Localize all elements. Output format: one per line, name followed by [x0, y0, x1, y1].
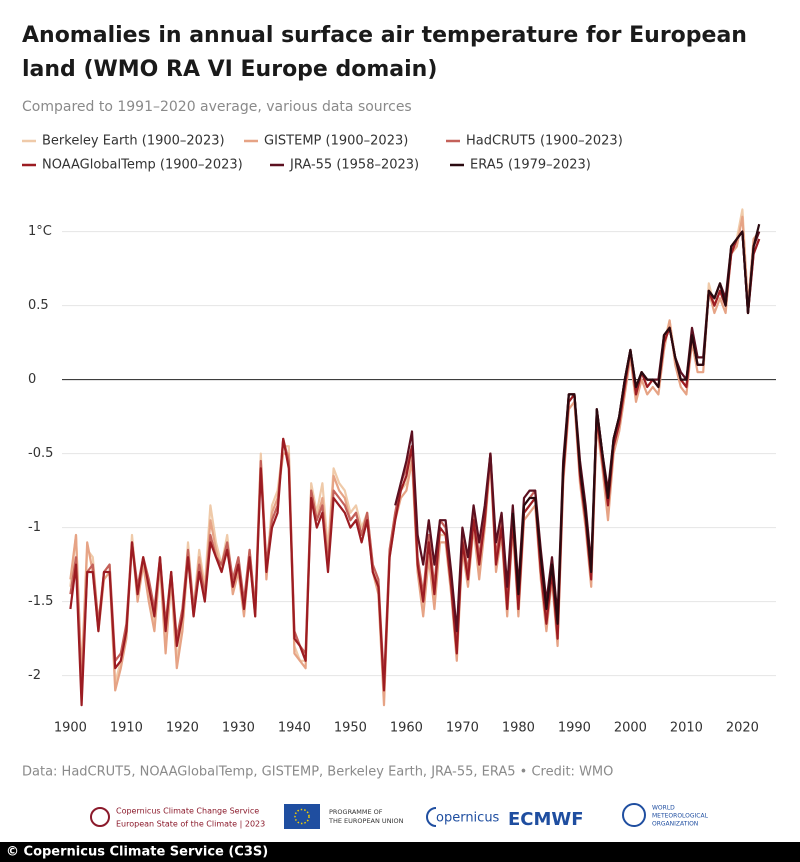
x-tick-label: 2010 — [670, 721, 703, 736]
x-tick-label: 1990 — [558, 721, 591, 736]
series-line — [69, 215, 761, 707]
logo-text: opernicus — [436, 811, 500, 826]
legend-label: ERA5 (1979–2023) — [470, 158, 591, 173]
y-tick-label: -0.5 — [28, 446, 53, 461]
logo-text: European State of the Climate | 2023 — [116, 820, 265, 829]
x-tick-label: 1930 — [222, 721, 255, 736]
x-tick-label: 1950 — [334, 721, 367, 736]
logo-text: ORGANIZATION — [652, 821, 698, 828]
logos: Copernicus Climate Change Service Europe… — [90, 803, 709, 830]
chart-title: Anomalies in annual surface air temperat… — [22, 23, 747, 48]
x-tick-label: 2000 — [614, 721, 647, 736]
legend-label: HadCRUT5 (1900–2023) — [466, 134, 623, 149]
eu-flag — [284, 804, 320, 829]
eu-stars — [294, 808, 310, 825]
x-tick-label: 1960 — [390, 721, 423, 736]
logo-text: THE EUROPEAN UNION — [328, 817, 404, 825]
x-tick-label: 1940 — [278, 721, 311, 736]
chart-title: land (WMO RA VI Europe domain) — [22, 57, 437, 82]
logo-text: Copernicus Climate Change Service — [116, 807, 259, 816]
y-tick-label: 0.5 — [28, 298, 49, 313]
c3s-icon — [90, 807, 110, 827]
x-tick-label: 2020 — [726, 721, 759, 736]
logo-text: ECMWF — [508, 809, 584, 830]
legend-label: JRA-55 (1958–2023) — [289, 158, 419, 173]
legend-label: NOAAGlobalTemp (1900–2023) — [42, 158, 243, 173]
series-line — [69, 230, 761, 707]
source-note: Data: HadCRUT5, NOAAGlobalTemp, GISTEMP,… — [22, 765, 613, 780]
legend-label: Berkeley Earth (1900–2023) — [42, 134, 225, 149]
copyright: © Copernicus Climate Service (C3S) — [6, 845, 268, 860]
y-tick-label: -2 — [28, 668, 41, 683]
wmo-icon — [622, 803, 646, 827]
y-tick-label: -1 — [28, 520, 41, 535]
y-tick-label: 0 — [28, 372, 36, 387]
series-line — [511, 223, 761, 625]
legend-label: GISTEMP (1900–2023) — [264, 134, 408, 149]
logo-text: METEOROLOGICAL — [652, 813, 709, 820]
x-tick-label: 1900 — [54, 721, 87, 736]
copyright-bar — [0, 842, 800, 862]
x-tick-label: 1980 — [502, 721, 535, 736]
x-tick-label: 1920 — [166, 721, 199, 736]
x-tick-label: 1910 — [110, 721, 143, 736]
chart-subtitle: Compared to 1991–2020 average, various d… — [22, 99, 412, 115]
y-tick-label: -1.5 — [28, 594, 53, 609]
copernicus-icon — [426, 807, 437, 827]
y-tick-label: 1°C — [28, 224, 52, 239]
logo-text: PROGRAMME OF — [329, 808, 383, 816]
plot-area: 1°C 0.5 0 -0.5 -1 -1.5 -2 1900 1910 1920 1930 1940 1… — [28, 208, 776, 736]
x-tick-label: 1970 — [446, 721, 479, 736]
logo-text: WORLD — [652, 805, 675, 812]
